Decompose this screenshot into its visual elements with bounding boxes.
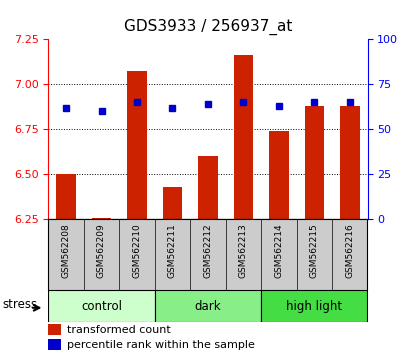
Text: GDS3933 / 256937_at: GDS3933 / 256937_at	[124, 19, 292, 35]
Text: GSM562208: GSM562208	[62, 223, 71, 278]
Text: GSM562211: GSM562211	[168, 223, 177, 278]
Text: stress: stress	[3, 298, 37, 311]
Bar	[48, 324, 61, 335]
Bar	[56, 175, 76, 219]
Bar	[48, 339, 61, 350]
Bar	[340, 106, 360, 219]
Bar	[163, 187, 182, 219]
Text: GSM562212: GSM562212	[203, 223, 213, 278]
Text: GSM562215: GSM562215	[310, 223, 319, 278]
Bar	[92, 218, 111, 219]
Text: GSM562210: GSM562210	[132, 223, 142, 278]
Bar	[155, 290, 261, 322]
Text: percentile rank within the sample: percentile rank within the sample	[68, 340, 255, 350]
Text: GSM562213: GSM562213	[239, 223, 248, 278]
Bar	[234, 55, 253, 219]
Bar	[269, 131, 289, 219]
Text: transformed count: transformed count	[68, 325, 171, 335]
Text: high light: high light	[286, 300, 342, 313]
Bar	[261, 290, 368, 322]
Bar	[304, 106, 324, 219]
Bar	[198, 156, 218, 219]
Text: GSM562214: GSM562214	[274, 223, 284, 278]
Text: control: control	[81, 300, 122, 313]
Bar	[127, 72, 147, 219]
Text: GSM562216: GSM562216	[345, 223, 354, 278]
Text: dark: dark	[194, 300, 221, 313]
Text: GSM562209: GSM562209	[97, 223, 106, 278]
Bar	[48, 290, 155, 322]
